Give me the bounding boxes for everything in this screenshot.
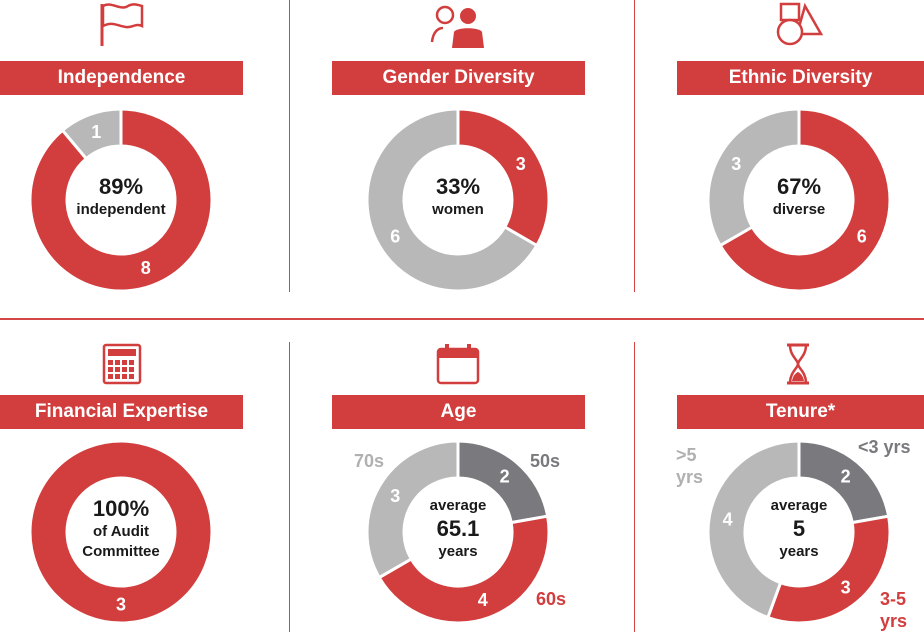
- donut-slice: [28, 107, 214, 293]
- donut-slice: [765, 514, 892, 625]
- donut-hole: [405, 479, 511, 585]
- slice-value-label: 3: [390, 486, 400, 506]
- hourglass-icon: [787, 343, 809, 385]
- divider-vertical-top-right: [634, 0, 635, 292]
- legend-label-tenure-lt3: <3 yrs: [858, 437, 911, 457]
- divider-horizontal: [0, 318, 924, 320]
- center-value: 33%: [435, 174, 481, 199]
- donut-slice: [377, 514, 551, 625]
- center-value: 67%: [776, 174, 822, 199]
- center-label-independence: 89% independent: [51, 174, 191, 220]
- center-label-gender: 33% women: [388, 174, 528, 220]
- center-label-ethnic: 67% diverse: [729, 174, 869, 220]
- shapes-icon: [776, 2, 824, 46]
- calculator-icon: [102, 343, 142, 385]
- donut-hole: [746, 479, 852, 585]
- center-caption-2: Committee: [82, 543, 160, 560]
- center-value: 89%: [98, 174, 144, 199]
- donut-slice: [706, 107, 801, 248]
- flag-icon: [100, 3, 144, 46]
- legend-label-tenure-gt5-line2: yrs: [676, 467, 704, 487]
- donut-slice: [706, 439, 801, 620]
- center-label-financial: 100% of Audit Committee: [51, 496, 191, 562]
- divider-vertical-bottom-left: [289, 342, 290, 632]
- center-caption: women: [432, 201, 484, 218]
- slice-value-label: 3: [516, 154, 526, 174]
- legend-label-tenure-3to5: 3-5 yrs: [880, 588, 907, 632]
- slice-value-label: 3: [841, 578, 851, 598]
- donut-slice: [60, 107, 123, 161]
- banner-independence: Independence: [0, 61, 243, 95]
- center-label-age: average 65.1 years: [388, 496, 528, 562]
- donut-slice: [28, 439, 214, 625]
- slice-value-label: 3: [116, 595, 126, 615]
- donut-hole: [68, 479, 174, 585]
- slice-value-label: 6: [857, 226, 867, 246]
- legend-label-tenure-3to5-line1: 3-5: [880, 589, 907, 609]
- slice-value-label: 4: [478, 590, 488, 610]
- slice-value-label: 2: [500, 466, 510, 486]
- banner-age: Age: [332, 395, 585, 429]
- donut-hole: [405, 147, 511, 253]
- legend-label-age-70s: 70s: [354, 451, 385, 471]
- calendar-icon: [436, 344, 480, 385]
- legend-label-tenure-3to5-line2: yrs: [880, 611, 908, 631]
- donut-slice: [456, 107, 551, 248]
- center-top: average: [770, 497, 828, 514]
- donut-slice: [365, 107, 539, 293]
- center-caption: years: [438, 543, 478, 560]
- slice-value-label: 8: [141, 258, 151, 278]
- center-caption: diverse: [772, 201, 826, 218]
- center-caption: of Audit: [92, 523, 150, 540]
- center-top: average: [429, 497, 487, 514]
- slice-value-label: 2: [841, 466, 851, 486]
- legend-label-tenure-gt5-line1: >5: [676, 445, 697, 465]
- banner-tenure: Tenure*: [677, 395, 924, 429]
- donut-slice: [718, 107, 892, 293]
- slice-value-label: 4: [723, 509, 733, 529]
- center-caption: years: [779, 543, 819, 560]
- slice-value-label: 1: [91, 122, 101, 142]
- center-caption: independent: [76, 201, 166, 218]
- center-value: 100%: [92, 496, 150, 521]
- legend-label-tenure-gt5: >5 yrs: [676, 444, 703, 488]
- slice-value-label: 6: [390, 226, 400, 246]
- legend-label-age-50s: 50s: [530, 451, 561, 471]
- divider-vertical-top-left: [289, 0, 290, 292]
- donut-hole: [68, 147, 174, 253]
- donut-hole: [746, 147, 852, 253]
- center-value: 65.1: [436, 516, 480, 541]
- slice-value-label: 3: [731, 154, 741, 174]
- people-icon: [430, 5, 484, 48]
- legend-label-age-60s: 60s: [536, 589, 567, 609]
- banner-ethnic-diversity: Ethnic Diversity: [677, 61, 924, 95]
- center-label-tenure: average 5 years: [729, 496, 869, 562]
- donut-slice: [365, 439, 460, 580]
- center-value: 5: [792, 516, 806, 541]
- banner-gender-diversity: Gender Diversity: [332, 61, 585, 95]
- divider-vertical-bottom-right: [634, 342, 635, 632]
- banner-financial-expertise: Financial Expertise: [0, 395, 243, 429]
